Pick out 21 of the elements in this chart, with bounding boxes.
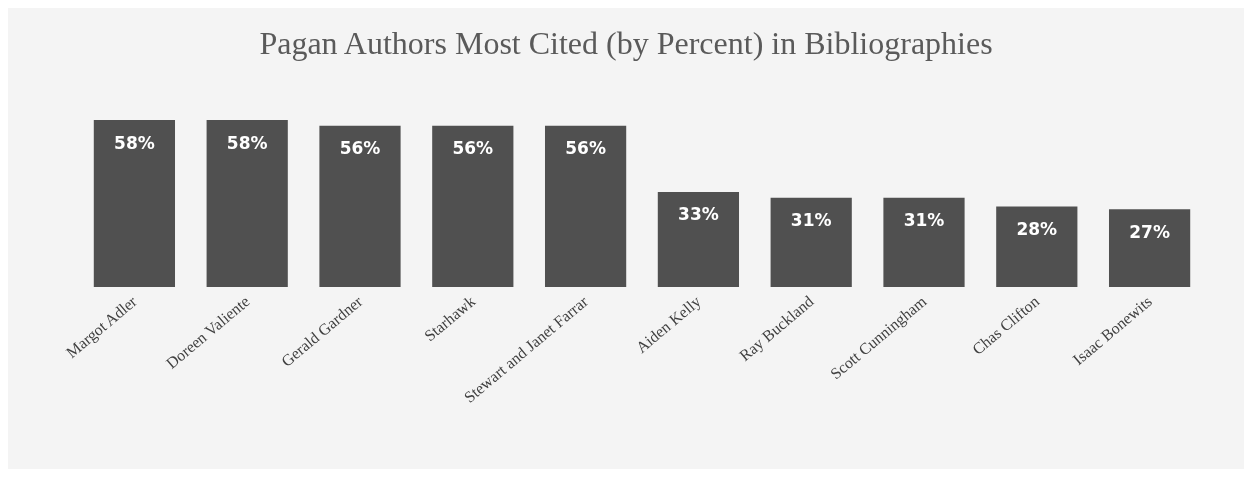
chart-title: Pagan Authors Most Cited (by Percent) in Bibliographies xyxy=(259,25,993,61)
data-label: 56% xyxy=(339,138,381,159)
data-label: 33% xyxy=(678,204,719,225)
data-label: 27% xyxy=(1129,221,1170,242)
data-label: 58% xyxy=(226,132,268,153)
bar xyxy=(206,120,288,287)
bar xyxy=(319,125,401,287)
bar xyxy=(996,206,1078,287)
bar xyxy=(1108,209,1191,287)
bar xyxy=(432,125,514,287)
data-label: 31% xyxy=(790,210,832,231)
data-label: 28% xyxy=(1016,218,1058,239)
data-label: 56% xyxy=(565,138,606,159)
data-label: 56% xyxy=(452,138,494,159)
data-label: 31% xyxy=(903,210,945,231)
bar xyxy=(883,197,965,287)
bar xyxy=(93,120,176,287)
bar xyxy=(544,125,627,287)
bar xyxy=(657,191,740,287)
data-label: 58% xyxy=(114,132,155,153)
bar xyxy=(770,197,852,287)
